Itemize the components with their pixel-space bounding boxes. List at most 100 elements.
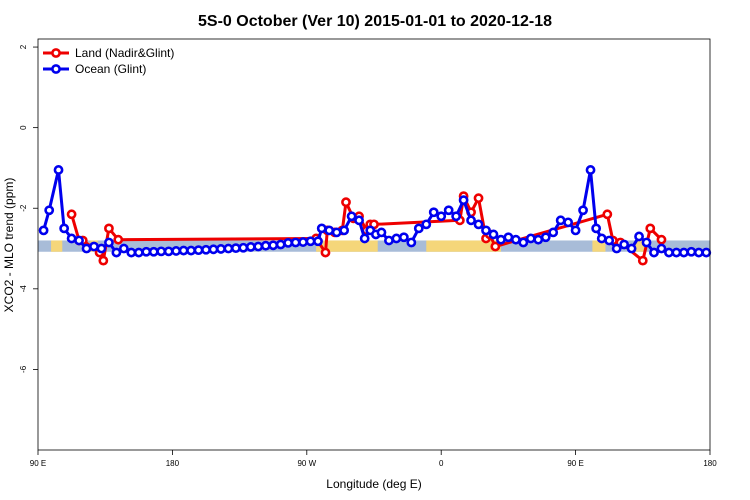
ocean-data-point [570,225,581,236]
ocean-data-point [384,235,394,246]
ocean-data-point [89,241,99,252]
chart-title: 5S-0 October (Ver 10) 2015-01-01 to 2020… [198,13,552,30]
ocean-data-point [533,234,544,245]
ocean-data-point [208,244,219,255]
ocean-data-point [406,237,417,248]
ocean-data-point [585,165,596,175]
ocean-data-point [201,244,211,255]
ocean-data-point [518,237,529,248]
land-band-segment [592,240,606,252]
ocean-data-point [656,243,667,254]
ocean-data-point [626,243,637,254]
ocean-data-point [510,234,521,245]
ocean-data-point [634,231,644,242]
land-data-point [602,209,613,220]
ocean-data-point [466,215,476,226]
x-axis: 90 E 180 90 W 0 90 E 180 [30,450,717,468]
ocean-data-point [451,211,462,222]
ocean-data-point [339,225,350,236]
ocean-data-point [104,237,114,248]
ocean-data-point [268,240,279,251]
ocean-data-point [148,246,159,257]
ocean-data-point [596,233,607,244]
ocean-data-point [275,239,286,250]
ocean-data-point [481,225,491,236]
legend-land-label: Land (Nadir&Glint) [75,46,174,60]
ocean-data-point [305,236,316,247]
ocean-data-point [671,247,682,258]
ocean-data-point [376,227,387,238]
ocean-data-point [346,211,357,222]
x-tick-label: 180 [703,459,717,468]
y-tick-label: 2 [19,44,28,49]
ocean-data-point [641,237,652,248]
x-tick-label: 180 [166,459,180,468]
ocean-data-point [316,223,327,234]
ocean-data-point [59,223,70,234]
ocean-data-point [163,246,174,257]
ocean-data-point [260,240,271,251]
ocean-data-point [664,247,674,258]
ocean-data-point [283,237,294,248]
ocean-series [38,165,712,258]
ocean-data-point [118,243,129,254]
legend-ocean-label: Ocean (Glint) [75,62,146,76]
land-band-segment [426,240,501,252]
ocean-data-point [428,207,439,218]
land-data-point [104,223,114,234]
ocean-data-point [38,225,49,236]
ocean-data-point [44,205,55,216]
ocean-data-point [604,235,615,246]
ocean-data-point [458,195,469,206]
ocean-data-point [488,229,499,240]
legend: Land (Nadir&Glint) Ocean (Glint) [43,46,174,76]
x-tick-label: 0 [439,459,444,468]
ocean-data-point [216,244,226,254]
land-data-point [490,241,501,252]
y-axis-label: XCO2 - MLO trend (ppm) [2,178,16,313]
ocean-data-point [324,225,335,236]
ocean-data-point [555,215,566,226]
ocean-data-point [563,217,574,228]
legend-land-marker [51,48,61,58]
x-axis-label: Longitude (deg E) [326,477,421,491]
ocean-data-point [178,245,189,256]
ocean-data-point [391,233,402,244]
ocean-data-point [53,165,64,175]
land-data-point [66,209,77,220]
ocean-data-point [96,243,107,254]
land-data-point [98,255,109,266]
ocean-data-point [701,247,712,258]
land-data-point [637,255,648,266]
ocean-data-point [436,211,447,222]
land-data-point [656,234,667,245]
ocean-data-point [611,243,622,254]
ocean-data-point [503,232,514,243]
ocean-data-point [313,236,323,247]
x-tick-label: 90 E [567,459,583,468]
land-data-point [341,197,351,208]
ocean-data-point [126,247,137,258]
ocean-data-point [548,227,559,238]
land-band-segment [316,240,378,252]
x-tick-label: 90 E [30,459,46,468]
ocean-data-point [578,205,588,216]
ocean-data-point [298,237,308,247]
plot-frame [37,38,711,451]
land-data-point [113,234,124,245]
legend-ocean-marker [51,64,61,74]
land-data-point [645,223,656,234]
ocean-data-point [540,232,551,243]
ocean-data-point [473,219,484,230]
ocean-data-point [223,243,234,254]
ocean-data-point [525,233,536,244]
ocean-data-point [413,223,424,234]
ocean-data-point [171,246,182,256]
ocean-data-point [193,245,204,256]
series-layer [38,165,712,266]
ocean-data-point [141,246,152,257]
ocean-data-point [619,239,630,250]
ocean-data-point [591,223,602,234]
ocean-data-point [686,246,697,257]
ocean-data-point [678,247,689,258]
